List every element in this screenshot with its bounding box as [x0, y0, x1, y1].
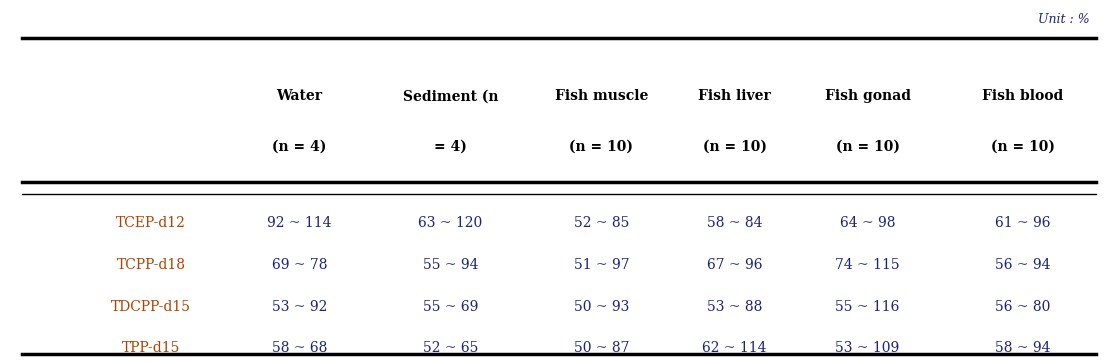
Text: Fish muscle: Fish muscle	[555, 89, 648, 103]
Text: 58 ~ 84: 58 ~ 84	[707, 216, 762, 230]
Text: (n = 10): (n = 10)	[835, 140, 900, 154]
Text: Fish blood: Fish blood	[983, 89, 1063, 103]
Text: 74 ~ 115: 74 ~ 115	[835, 258, 900, 272]
Text: 92 ~ 114: 92 ~ 114	[267, 216, 332, 230]
Text: (n = 10): (n = 10)	[569, 140, 634, 154]
Text: 67 ~ 96: 67 ~ 96	[707, 258, 762, 272]
Text: TCEP-d12: TCEP-d12	[116, 216, 186, 230]
Text: 61 ~ 96: 61 ~ 96	[995, 216, 1051, 230]
Text: 51 ~ 97: 51 ~ 97	[574, 258, 629, 272]
Text: 56 ~ 80: 56 ~ 80	[995, 300, 1051, 314]
Text: 62 ~ 114: 62 ~ 114	[702, 341, 767, 355]
Text: 56 ~ 94: 56 ~ 94	[995, 258, 1051, 272]
Text: TDCPP-d15: TDCPP-d15	[111, 300, 191, 314]
Text: 64 ~ 98: 64 ~ 98	[840, 216, 896, 230]
Text: 53 ~ 92: 53 ~ 92	[272, 300, 328, 314]
Text: 69 ~ 78: 69 ~ 78	[272, 258, 328, 272]
Text: (n = 10): (n = 10)	[702, 140, 767, 154]
Text: = 4): = 4)	[434, 140, 467, 154]
Text: (n = 4): (n = 4)	[273, 140, 326, 154]
Text: Water: Water	[276, 89, 323, 103]
Text: 63 ~ 120: 63 ~ 120	[418, 216, 483, 230]
Text: 58 ~ 94: 58 ~ 94	[995, 341, 1051, 355]
Text: Unit : %: Unit : %	[1039, 13, 1090, 26]
Text: (n = 10): (n = 10)	[991, 140, 1055, 154]
Text: Sediment (n: Sediment (n	[402, 89, 499, 103]
Text: 53 ~ 88: 53 ~ 88	[707, 300, 762, 314]
Text: 55 ~ 69: 55 ~ 69	[423, 300, 479, 314]
Text: 50 ~ 87: 50 ~ 87	[574, 341, 629, 355]
Text: Fish liver: Fish liver	[698, 89, 771, 103]
Text: 55 ~ 116: 55 ~ 116	[835, 300, 900, 314]
Text: Fish gonad: Fish gonad	[825, 89, 910, 103]
Text: 53 ~ 109: 53 ~ 109	[835, 341, 900, 355]
Text: 52 ~ 85: 52 ~ 85	[574, 216, 629, 230]
Text: 52 ~ 65: 52 ~ 65	[423, 341, 479, 355]
Text: TPP-d15: TPP-d15	[122, 341, 180, 355]
Text: 55 ~ 94: 55 ~ 94	[423, 258, 479, 272]
Text: 58 ~ 68: 58 ~ 68	[272, 341, 328, 355]
Text: 50 ~ 93: 50 ~ 93	[574, 300, 629, 314]
Text: TCPP-d18: TCPP-d18	[116, 258, 186, 272]
